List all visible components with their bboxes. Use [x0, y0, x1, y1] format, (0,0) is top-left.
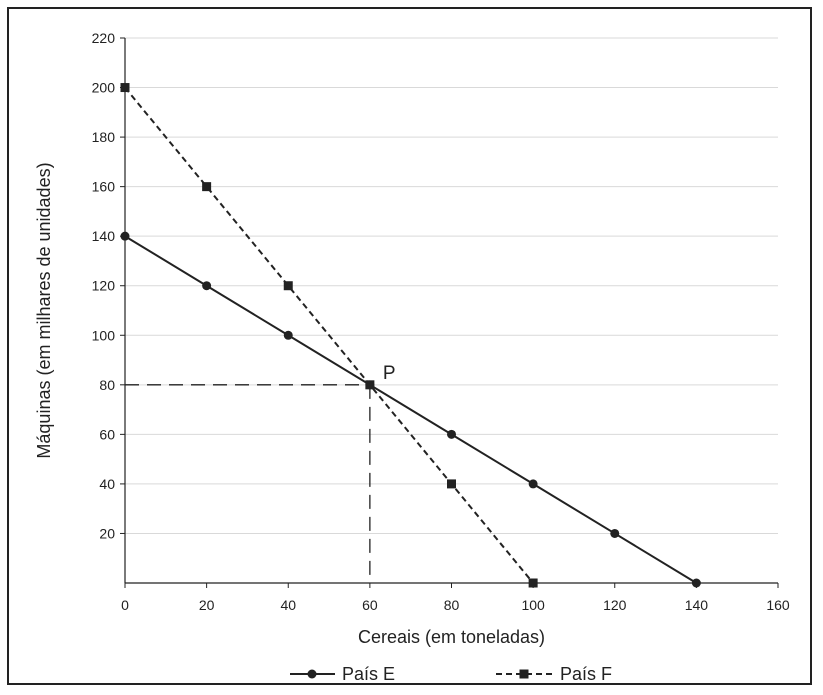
x-tick-label: 80 [444, 597, 460, 613]
series-line-pais-e [124, 235, 697, 584]
data-point-pais-f [365, 380, 375, 390]
data-point-pais-f [447, 479, 456, 489]
y-tick-label: 200 [92, 80, 116, 96]
data-point-pais-e [691, 578, 701, 588]
data-point-pais-e [120, 231, 130, 241]
data-point-pais-f [528, 578, 538, 588]
x-tick-label: 20 [199, 597, 215, 613]
data-point-pais-e [447, 429, 456, 439]
data-point-pais-e [202, 281, 212, 291]
grid [125, 37, 778, 534]
y-tick-label: 220 [92, 30, 116, 46]
x-tick-label: 100 [521, 597, 545, 613]
data-point-pais-f [283, 281, 293, 291]
series-line-pais-f [124, 86, 534, 584]
y-tick-label: 180 [92, 129, 116, 145]
data-point-pais-e [610, 528, 620, 538]
x-tick-label: 160 [766, 597, 790, 613]
x-tick-label: 0 [121, 597, 129, 613]
y-tick-label: 140 [92, 228, 116, 244]
y-tick-label: 20 [99, 525, 115, 541]
y-tick-label: 120 [92, 278, 116, 294]
intersection-guides [125, 384, 371, 583]
x-tick-label: 120 [603, 597, 627, 613]
legend-label-pais-e: País E [342, 664, 395, 684]
data-point-pais-e [283, 330, 293, 340]
y-axis-label: Máquinas (em milhares de unidades) [34, 162, 54, 458]
y-tick-label: 60 [99, 426, 115, 442]
x-axis-label: Cereais (em toneladas) [358, 627, 545, 647]
labels-group: 20 40 60 80 100 120 140 160 180 200 220 0 20 40 60 80 10… [92, 30, 790, 613]
legend: País E País F [290, 664, 612, 684]
data-point-pais-f [202, 182, 212, 192]
x-tick-label: 60 [362, 597, 378, 613]
y-tick-label: 40 [99, 476, 115, 492]
legend-label-pais-f: País F [560, 664, 612, 684]
x-tick-label: 140 [685, 597, 709, 613]
y-tick-label: 100 [92, 327, 116, 343]
axes [120, 37, 779, 588]
annotation-label-p: P [383, 363, 396, 384]
legend-marker-pais-e [307, 669, 317, 679]
data-point-pais-f [120, 83, 130, 93]
legend-marker-pais-f [519, 669, 529, 679]
series-group [120, 83, 701, 588]
y-tick-label: 160 [92, 179, 116, 195]
x-tick-label: 40 [280, 597, 296, 613]
y-tick-label: 80 [99, 377, 115, 393]
data-point-pais-e [528, 479, 538, 489]
